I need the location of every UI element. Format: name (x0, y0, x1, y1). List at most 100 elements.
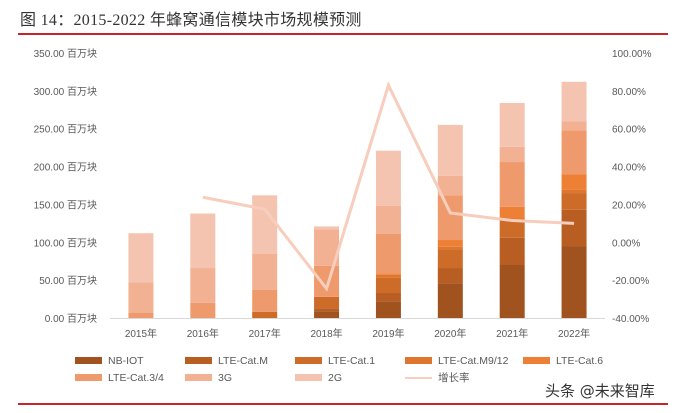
legend-swatch (295, 357, 322, 364)
legend-item-2g: 2G (295, 372, 405, 384)
x-tick-label: 2022年 (558, 327, 590, 340)
legend-item-lte-cat-m: LTE-Cat.M (185, 355, 295, 367)
bar-segment-nb-iot (561, 246, 587, 318)
bar-segment-2g (128, 233, 154, 283)
x-tick-label: 2020年 (434, 327, 466, 340)
bar-segment-lte-cat-m9-12 (375, 274, 401, 278)
bar-segment-lte-cat-m (561, 209, 587, 247)
bar-segment-nb-iot (437, 283, 463, 318)
x-tick-label: 2021年 (496, 327, 528, 340)
bar-segment-lte-cat-m9-12 (561, 189, 587, 194)
legend-label: NB-IOT (108, 354, 144, 367)
bar-segment-lte-cat-3-4 (375, 233, 401, 274)
bar-segment-lte-cat-m (499, 237, 525, 265)
y2-tick-label: 100.00% (612, 49, 652, 60)
bar-segment-lte-cat-1 (499, 220, 525, 238)
bar-segment-nb-iot (499, 265, 525, 318)
legend-swatch (405, 357, 432, 364)
bar-segment-2g (437, 124, 463, 176)
bars (128, 81, 587, 318)
left-axis: 0.00 百万块 50.00 百万块 100.00 百万块 150.00 百万块 200… (34, 48, 97, 325)
x-tick-label: 2018年 (310, 327, 342, 340)
watermark: 头条 @未来智库 (545, 382, 655, 400)
bar-segment-3g (128, 282, 154, 314)
bar-segment-lte-cat-m (437, 268, 463, 284)
bar-segment-lte-cat-3-4 (252, 289, 278, 312)
legend-item-lte-cat-m9-12: LTE-Cat.M9/12 (405, 355, 523, 367)
bar-segment-3g (375, 205, 401, 234)
x-tick-label: 2016年 (187, 327, 219, 340)
bar-segment-2g (375, 150, 401, 206)
bar-segment-3g (190, 268, 216, 303)
bar-segment-lte-cat-3-4 (128, 313, 154, 318)
legend-label: 3G (218, 371, 233, 384)
legend-label: LTE-Cat.M (218, 354, 268, 367)
bar-segment-2g (561, 81, 587, 122)
legend-swatch (75, 357, 102, 364)
bar-segment-lte-cat-6 (561, 174, 587, 190)
bottom-divider (18, 403, 668, 405)
legend-label: LTE-Cat.M9/12 (438, 354, 509, 367)
bar-segment-lte-cat-1 (375, 277, 401, 294)
y2-tick-label: -40.00% (612, 314, 649, 325)
legend-label: 2G (328, 371, 343, 384)
y-tick-label: 100.00 百万块 (34, 237, 97, 249)
legend-label: 增长率 (438, 372, 470, 384)
title-divider (18, 33, 668, 35)
bar-segment-2g (190, 213, 216, 269)
x-tick-label: 2017年 (249, 327, 281, 340)
bar-segment-lte-cat-3-4 (437, 195, 463, 241)
legend-item-nb-iot: NB-IOT (75, 355, 185, 367)
bar-segment-lte-cat-m (375, 293, 401, 302)
legend-item-lte-cat-6: LTE-Cat.6 (523, 355, 633, 367)
legend-swatch (295, 374, 322, 381)
y2-tick-label: 0.00% (612, 238, 640, 249)
y2-tick-label: 60.00% (612, 125, 646, 136)
growth-line (202, 81, 575, 292)
legend-swatch (523, 357, 550, 364)
legend-item-lte-cat-1: LTE-Cat.1 (295, 355, 405, 367)
bar-segment-lte-cat-6 (437, 240, 463, 247)
y-tick-label: 50.00 百万块 (39, 275, 97, 287)
x-tick-label: 2015年 (125, 327, 157, 340)
y-tick-label: 250.00 百万块 (34, 124, 97, 136)
legend-swatch (185, 374, 212, 381)
legend: NB-IOT LTE-Cat.M LTE-Cat.1 LTE-Cat.M9/12… (75, 352, 635, 386)
y-tick-label: 300.00 百万块 (34, 86, 97, 98)
bar-segment-lte-cat-1 (437, 249, 463, 269)
bar-segment-3g (252, 253, 278, 290)
x-axis: 2015年 2016年 2017年 2018年 2019年 2020年 2021年 2022年 (125, 327, 590, 340)
bar-segment-lte-cat-6 (375, 273, 401, 275)
right-axis: -40.00% -20.00% 0.00% 20.00% 40.00% 60.00% 80.… (612, 49, 652, 325)
bar-segment-lte-cat-m (314, 308, 340, 312)
legend-swatch (185, 357, 212, 364)
x-tick-label: 2019年 (372, 327, 404, 340)
bar-segment-2g (499, 102, 525, 147)
bar-segment-3g (561, 121, 587, 131)
y2-tick-label: -20.00% (612, 276, 649, 287)
y-tick-label: 0.00 百万块 (45, 313, 97, 325)
bar-segment-lte-cat-3-4 (314, 265, 340, 297)
legend-item-3g: 3G (185, 372, 295, 384)
bar-segment-lte-cat-1 (561, 193, 587, 210)
y-tick-label: 200.00 百万块 (34, 162, 97, 174)
y-tick-label: 350.00 百万块 (34, 48, 97, 60)
bar-segment-lte-cat-6 (499, 206, 525, 219)
y2-tick-label: 40.00% (612, 163, 646, 174)
legend-swatch (75, 374, 102, 381)
legend-label: LTE-Cat.6 (556, 354, 604, 367)
y2-tick-label: 80.00% (612, 87, 646, 98)
legend-item-growth-rate: 增长率 (405, 370, 515, 385)
bar-segment-nb-iot (375, 301, 401, 318)
bar-segment-lte-cat-1 (252, 311, 278, 318)
figure-title: 图 14：2015-2022 年蜂窝通信模块市场规模预测 (20, 12, 362, 29)
y-tick-label: 150.00 百万块 (34, 199, 97, 211)
legend-label: LTE-Cat.3/4 (108, 371, 164, 384)
legend-label: LTE-Cat.1 (328, 354, 376, 367)
legend-line-swatch (405, 376, 432, 379)
bar-segment-3g (437, 175, 463, 196)
legend-item-lte-cat-3-4: LTE-Cat.3/4 (75, 372, 185, 384)
bar-segment-lte-cat-m9-12 (437, 246, 463, 250)
y2-tick-label: 20.00% (612, 200, 646, 211)
